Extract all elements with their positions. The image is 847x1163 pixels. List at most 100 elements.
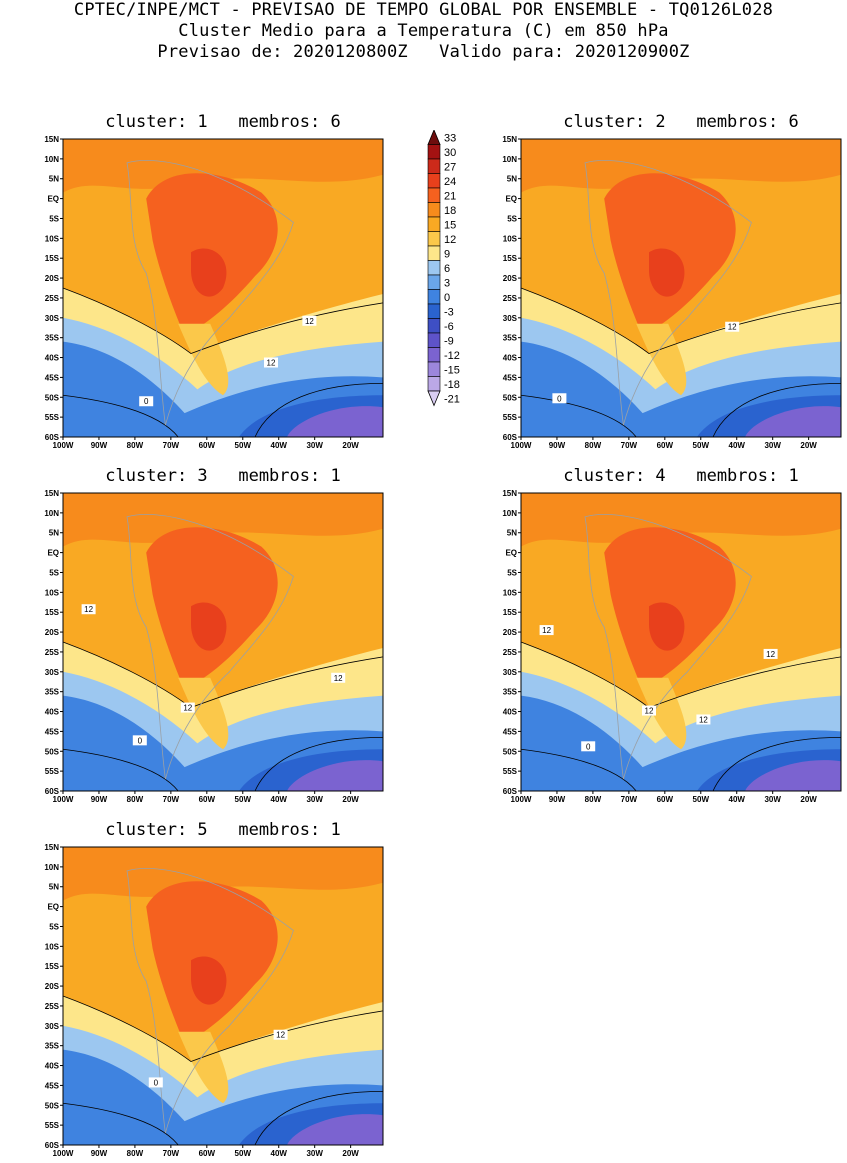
lat-tick-label: 15N (44, 135, 59, 144)
lon-tick-label: 100W (53, 795, 74, 804)
lat-tick-label: 25S (503, 648, 518, 657)
lon-tick-label: 50W (693, 795, 710, 804)
temperature-map-5: 12 0 15N 10N 5N EQ 5S 10S 15S 20S 25S 30S 35S 40S 45S 5… (44, 843, 384, 1158)
contour-label: 12 (699, 715, 708, 724)
lon-tick-label: 40W (271, 795, 288, 804)
lon-tick-label: 50W (235, 441, 252, 450)
lat-tick-label: 60S (45, 433, 60, 442)
colorbar-swatch (427, 347, 441, 363)
colorbar-label: 15 (444, 219, 456, 231)
lon-tick-label: 30W (764, 795, 781, 804)
lat-tick-label: 35S (503, 688, 518, 697)
lat-tick-label: 55S (45, 413, 60, 422)
lat-tick-label: 60S (45, 1141, 60, 1150)
lat-tick-label: 5S (49, 568, 59, 577)
colorbar-swatch (427, 173, 441, 189)
lon-tick-label: 50W (235, 795, 252, 804)
lon-tick-label: 60W (199, 1149, 216, 1158)
lon-tick-label: 50W (693, 441, 710, 450)
temperature-map-2: 12 0 15N 10N 5N EQ 5S 10S 15S 20S 25S 30S 35S 40S 45S 5… (502, 135, 842, 450)
header-line-3: Previsao de: 2020120800Z Valido para: 20… (157, 42, 690, 62)
colorbar-label: 12 (444, 234, 456, 246)
lat-tick-label: 30S (45, 314, 60, 323)
contour-label: 0 (154, 1078, 159, 1087)
lon-tick-label: 60W (199, 795, 216, 804)
colorbar-swatch (427, 376, 441, 392)
colorbar-swatch (427, 144, 441, 160)
lat-tick-label: 60S (45, 787, 60, 796)
lon-tick-label: 100W (511, 795, 532, 804)
lat-tick-label: EQ (47, 903, 59, 912)
lat-tick-label: 50S (503, 747, 518, 756)
contour-label: 0 (144, 397, 149, 406)
panel-title-1: cluster: 1 membros: 6 (105, 112, 341, 132)
contour-label: 12 (276, 1031, 285, 1040)
colorbar-label: 33 (444, 132, 456, 144)
lon-tick-label: 30W (306, 795, 323, 804)
lon-tick-label: 70W (621, 441, 638, 450)
lat-tick-label: 20S (503, 274, 518, 283)
panel-title-4: cluster: 4 membros: 1 (563, 466, 799, 486)
lon-tick-label: 30W (306, 1149, 323, 1158)
colorbar-swatch (427, 216, 441, 232)
lon-tick-label: 70W (163, 795, 180, 804)
lat-tick-label: 55S (503, 767, 518, 776)
lon-tick-label: 100W (511, 441, 532, 450)
temperature-map-1: 12 12 0 15N 10N 5N EQ 5S 10S 15S 20S 25S 30S 35S 40S 45… (44, 135, 384, 450)
colorbar-swatch (427, 158, 441, 174)
colorbar-swatch (427, 274, 441, 290)
contour-label: 0 (586, 742, 591, 751)
lat-tick-label: 50S (45, 1101, 60, 1110)
lon-tick-label: 80W (127, 441, 144, 450)
lat-tick-label: 25S (45, 648, 60, 657)
temperature-map-3: 12 12 12 0 15N 10N 5N EQ 5S 10S 15S 20S 25S 30S 35S 40S… (44, 489, 384, 804)
lat-tick-label: 55S (45, 1121, 60, 1130)
colorbar-label: 9 (444, 248, 450, 260)
contour-label: 12 (84, 605, 93, 614)
colorbar-label: -6 (444, 321, 454, 333)
lat-tick-label: 10S (45, 942, 60, 951)
lat-tick-label: 15N (44, 489, 59, 498)
lon-tick-label: 90W (549, 795, 566, 804)
lon-tick-label: 90W (91, 1149, 108, 1158)
lon-tick-label: 90W (549, 441, 566, 450)
panel-title-3: cluster: 3 membros: 1 (105, 466, 341, 486)
lat-tick-label: 30S (503, 314, 518, 323)
colorbar-label: 3 (444, 277, 450, 289)
lat-tick-label: 35S (503, 334, 518, 343)
colorbar-swatch (427, 245, 441, 261)
contour-label: 12 (334, 674, 343, 683)
lat-tick-label: 30S (45, 668, 60, 677)
lat-tick-label: 35S (45, 688, 60, 697)
lat-tick-label: 50S (503, 393, 518, 402)
temperature-map-4: 12 12 12 12 0 15N 10N 5N EQ 5S 10S 15S 20S 25S 30S 35S 4… (502, 489, 842, 804)
contour-label: 12 (305, 317, 314, 326)
contour-label: 12 (267, 359, 276, 368)
colorbar-label: -12 (444, 350, 460, 362)
lat-tick-label: 45S (503, 373, 518, 382)
lat-tick-label: 20S (45, 274, 60, 283)
lat-tick-label: 40S (45, 354, 60, 363)
colorbar-swatch (427, 289, 441, 305)
lon-tick-label: 20W (800, 441, 817, 450)
lat-tick-label: 10N (44, 155, 59, 164)
lat-tick-label: 15S (45, 254, 60, 263)
lat-tick-label: 35S (45, 334, 60, 343)
lon-tick-label: 40W (271, 1149, 288, 1158)
lat-tick-label: 55S (503, 413, 518, 422)
lat-tick-label: 5N (507, 175, 517, 184)
lat-tick-label: 15N (502, 489, 517, 498)
lat-tick-label: 15S (45, 962, 60, 971)
colorbar-swatch (427, 332, 441, 348)
lat-tick-label: 30S (503, 668, 518, 677)
lon-tick-label: 80W (127, 795, 144, 804)
lat-tick-label: 10N (44, 863, 59, 872)
lat-tick-label: 5N (507, 529, 517, 538)
lat-tick-label: 5N (49, 175, 59, 184)
contour-label: 12 (766, 650, 775, 659)
lat-tick-label: 10N (44, 509, 59, 518)
colorbar-label: -3 (444, 306, 454, 318)
colorbar-label: 18 (444, 205, 456, 217)
lat-tick-label: 60S (503, 787, 518, 796)
